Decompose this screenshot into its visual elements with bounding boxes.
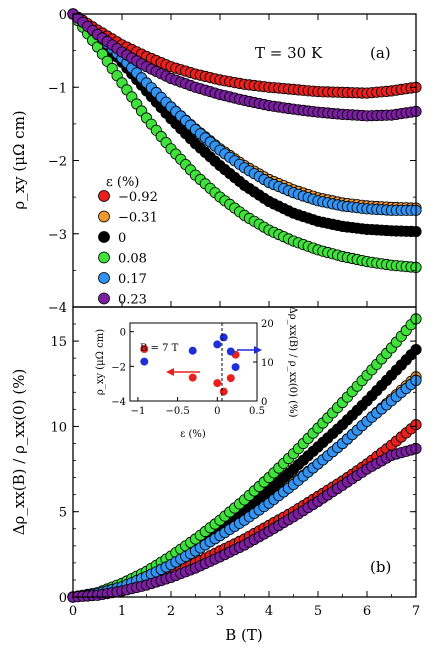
inset-point: [188, 373, 197, 382]
legend-marker: [98, 231, 110, 243]
panel-a-annotation: T = 30 K: [255, 44, 323, 62]
x-tick-label: 2: [167, 604, 175, 619]
panel-a-ticks: −4 −3 −2 −1 0: [48, 8, 417, 316]
panel-a-label: (a): [370, 44, 391, 62]
inset-background: [130, 323, 257, 401]
inset-point: [140, 357, 149, 366]
legend-marker: [98, 251, 110, 264]
y-tick-label: −1: [48, 81, 67, 96]
inset-point: [140, 345, 149, 353]
panel-b-marks: [67, 313, 422, 603]
y-tick-label: 10: [50, 420, 67, 435]
inset-point: [213, 340, 222, 349]
panel-b-series-5: [67, 442, 422, 603]
legend: ε (%) −0.92 −0.31 0 0.08 0.17 0.23: [98, 175, 158, 308]
inset-y-tick-label-right: 20: [261, 319, 274, 330]
legend-marker: [98, 292, 110, 305]
inset-ylabel-right: Δρ_xx(B) / ρ_xx(0) (%): [287, 306, 298, 417]
inset-ylabel-left: ρ_xy (μΩ cm): [95, 329, 106, 395]
inset-annotation: B = 7 T: [140, 343, 179, 354]
legend-label: −0.92: [118, 190, 158, 205]
inset-x-tick-label: 0: [214, 406, 220, 417]
panel-b-ylabel: Δρ_xx(B) / ρ_xx(0) (%): [10, 369, 28, 536]
x-tick-label: 5: [314, 604, 322, 619]
panel-b: 0 5 10 15 0 1 2 3 4 5 6 7 (b) Δρ_xx(B) / ρ_xx(0) (%…: [10, 306, 422, 644]
legend-marker: [98, 210, 110, 223]
panel-a-series-3: [67, 8, 422, 273]
y-tick-label: −4: [48, 301, 67, 316]
legend-label: 0.17: [118, 272, 147, 287]
y-tick-label: −2: [48, 155, 67, 170]
inset-point: [219, 333, 228, 342]
panel-b-series-4: [67, 374, 422, 603]
legend-label: 0.23: [118, 293, 147, 308]
legend-label: −0.31: [118, 211, 158, 226]
panel-a-marks: [67, 8, 422, 273]
x-tick-label: 0: [69, 604, 77, 619]
panel-a-ylabel: ρ_xy (μΩ cm): [10, 110, 28, 209]
legend-label: 0: [118, 231, 126, 246]
x-tick-label: 6: [363, 604, 371, 619]
x-tick-label: 4: [265, 604, 273, 619]
y-tick-label: 15: [50, 335, 67, 350]
inset-point: [226, 347, 235, 356]
inset-x-tick-label: −0.5: [165, 406, 189, 417]
panel-b-label: (b): [370, 558, 391, 576]
inset-point: [188, 346, 197, 355]
inset-xlabel: ε (%): [180, 429, 206, 440]
legend-marker: [98, 190, 110, 202]
legend-title: ε (%): [106, 175, 139, 190]
y-tick-label: 5: [59, 506, 67, 521]
inset-y-tick-label-right: 0: [261, 397, 267, 408]
y-tick-label: −3: [48, 228, 67, 243]
inset-point: [231, 363, 240, 372]
inset-point: [213, 379, 222, 388]
legend-label: 0.08: [118, 252, 147, 267]
panel-a-series-5: [67, 8, 422, 122]
inset-y-tick-label-right: 10: [261, 358, 274, 369]
x-tick-label: 1: [118, 604, 126, 619]
right-axis-arrow: [237, 346, 262, 354]
panel-a: −4 −3 −2 −1 0 T = 30 K (a) ρ_xy (μΩ cm) ε (%…: [10, 8, 422, 316]
legend-marker: [98, 272, 110, 284]
y-tick-label: 0: [59, 591, 67, 606]
x-tick-label: 7: [412, 604, 420, 619]
inset-y-tick-label: −2: [111, 362, 126, 373]
y-tick-label: 0: [59, 8, 67, 23]
inset-y-tick-label: 0: [120, 328, 126, 339]
panel-b-xlabel: B (T): [225, 626, 263, 644]
inset-x-tick-label: −1: [131, 406, 146, 417]
inset-x-tick-label: 0.5: [249, 406, 265, 417]
inset-y-tick-label: −4: [111, 397, 126, 408]
panel-b-ticks: 0 5 10 15 0 1 2 3 4 5 6 7: [50, 323, 420, 619]
left-axis-arrow: [166, 368, 200, 376]
inset-point: [219, 387, 228, 396]
inset-point: [226, 374, 235, 383]
x-tick-label: 3: [216, 604, 224, 619]
